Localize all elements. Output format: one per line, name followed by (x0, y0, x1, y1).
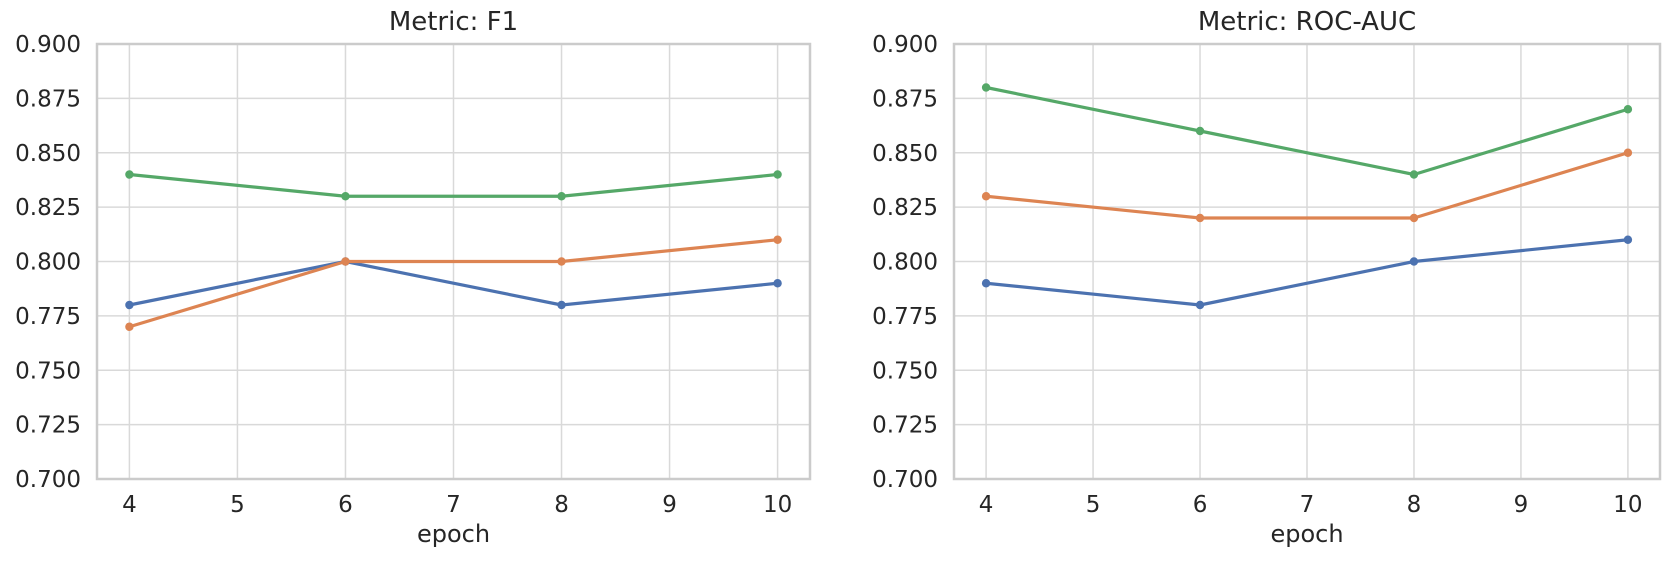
orange-series-point (341, 257, 350, 266)
green-series-point (1409, 170, 1419, 179)
y-tick-label: 0.900 (872, 32, 938, 58)
y-tick-label: 0.725 (15, 413, 81, 439)
blue-series-point (1623, 235, 1633, 244)
green-series-point (1623, 105, 1633, 114)
y-tick-label: 0.725 (872, 413, 938, 439)
x-tick-label: 6 (338, 492, 353, 518)
chart-title-roc-auc: Metric: ROC-AUC (1197, 7, 1417, 37)
x-axis-label-roc-auc: epoch (1270, 520, 1344, 548)
y-tick-label: 0.875 (872, 86, 938, 112)
x-tick-label: 7 (446, 492, 461, 518)
blue-series-point (1409, 257, 1419, 266)
green-series-point (557, 192, 566, 201)
x-tick-label: 9 (662, 492, 677, 518)
y-tick-label: 0.775 (15, 304, 81, 330)
y-tick-label: 0.700 (15, 467, 81, 493)
x-tick-label: 6 (1193, 492, 1208, 518)
y-tick-label: 0.775 (872, 304, 938, 330)
y-tick-label: 0.850 (15, 141, 81, 167)
y-tick-label: 0.825 (15, 195, 81, 221)
blue-series-point (1195, 300, 1205, 310)
orange-series-point (125, 322, 134, 331)
blue-series-point (125, 300, 134, 310)
x-tick-label: 4 (122, 492, 137, 518)
orange-series-line (984, 151, 1630, 220)
orange-series-line (127, 238, 780, 329)
y-tick-label: 0.800 (15, 250, 81, 276)
green-series-point (125, 170, 134, 179)
y-tick-label: 0.900 (15, 32, 81, 58)
green-series-point (981, 83, 991, 92)
orange-series-point (773, 235, 782, 244)
blue-series-line (984, 238, 1630, 307)
green-series-point (341, 192, 350, 201)
x-tick-label: 9 (1514, 492, 1529, 518)
y-tick-label: 0.750 (15, 358, 81, 384)
blue-series-point (557, 300, 566, 310)
x-tick-label: 5 (230, 492, 245, 518)
orange-series-point (981, 192, 991, 201)
y-tick-label: 0.750 (872, 358, 938, 384)
plot-border (952, 42, 1662, 481)
x-tick-label: 7 (1300, 492, 1315, 518)
blue-series-point (981, 279, 991, 288)
blue-series-point (773, 279, 782, 288)
blue-series-line (127, 259, 780, 307)
y-tick-label: 0.825 (872, 195, 938, 221)
y-tick-label: 0.875 (15, 86, 81, 112)
green-series-line (984, 85, 1630, 177)
x-tick-label: 10 (1613, 492, 1642, 518)
y-tick-label: 0.800 (872, 250, 938, 276)
green-series-point (1195, 126, 1205, 136)
orange-series-point (1195, 213, 1205, 223)
orange-series-point (1409, 213, 1419, 223)
x-tick-label: 8 (1407, 492, 1422, 518)
orange-series-point (557, 257, 566, 266)
x-tick-label: 8 (554, 492, 569, 518)
y-tick-label: 0.850 (872, 141, 938, 167)
x-axis-label-f1: epoch (416, 520, 491, 548)
x-tick-label: 4 (979, 492, 994, 518)
chart-title-f1: Metric: F1 (388, 7, 519, 37)
green-series-point (773, 170, 782, 179)
orange-series-point (1623, 148, 1633, 157)
plot-border (95, 42, 812, 481)
y-tick-label: 0.700 (872, 467, 938, 493)
x-tick-label: 10 (763, 492, 792, 518)
green-series-line (127, 172, 780, 198)
x-tick-label: 5 (1086, 492, 1101, 518)
